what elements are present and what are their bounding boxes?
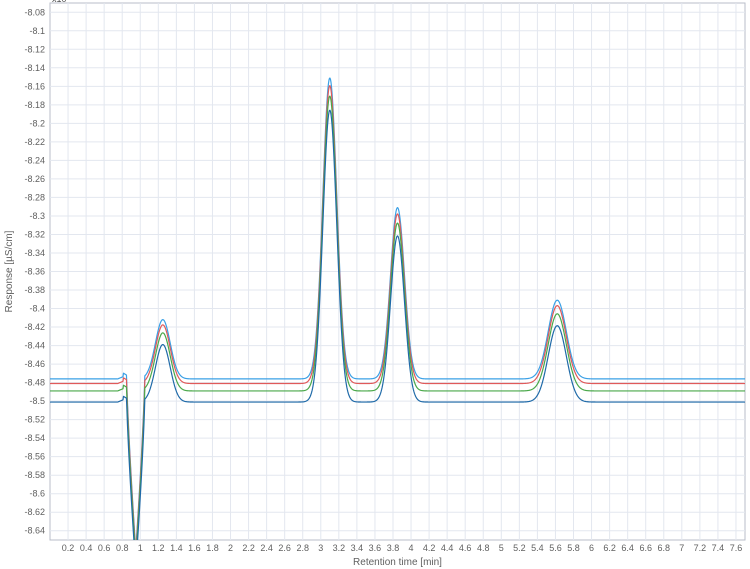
x-tick-label: 4.4 (441, 543, 454, 553)
x-tick-label: 1.2 (152, 543, 165, 553)
x-tick-label: 2.6 (278, 543, 291, 553)
y-tick-label: -8.28 (24, 192, 45, 202)
x-tick-label: 3.6 (369, 543, 382, 553)
y-tick-label: -8.42 (24, 322, 45, 332)
y-tick-label: -8.64 (24, 526, 45, 536)
y-tick-label: -8.52 (24, 415, 45, 425)
x-tick-label: 4.8 (477, 543, 490, 553)
y-tick-label: -8.14 (24, 63, 45, 73)
y-tick-label: -8.22 (24, 137, 45, 147)
y-tick-label: -8.26 (24, 174, 45, 184)
x-tick-label: 3 (318, 543, 323, 553)
x-tick-label: 2.8 (296, 543, 309, 553)
y-tick-label: -8.08 (24, 7, 45, 17)
x-tick-label: 2.2 (242, 543, 255, 553)
x-tick-label: 5.2 (513, 543, 526, 553)
x-tick-label: 3.8 (387, 543, 400, 553)
y-tick-label: -8.32 (24, 229, 45, 239)
x-tick-label: 2.4 (260, 543, 273, 553)
y-tick-label: -8.24 (24, 155, 45, 165)
x-tick-label: 1.6 (188, 543, 201, 553)
y-tick-label: -8.5 (29, 396, 45, 406)
x-tick-label: 2 (228, 543, 233, 553)
x-axis-label: Retention time [min] (353, 557, 442, 568)
y-tick-label: -8.16 (24, 81, 45, 91)
y-tick-label: -8.36 (24, 267, 45, 277)
y-grid: -8.64 -8.62 -8.6 -8.58 -8.56 -8.54 -8.52 -8.5 -8… (24, 7, 745, 535)
x-tick-label: 6.4 (621, 543, 634, 553)
x-tick-label: 1.8 (206, 543, 219, 553)
x-tick-label: 4.6 (459, 543, 472, 553)
y-tick-label: -8.18 (24, 100, 45, 110)
y-tick-label: -8.46 (24, 359, 45, 369)
x-tick-label: 7.6 (730, 543, 743, 553)
x-tick-label: 6.6 (639, 543, 652, 553)
x-tick-label: 0.4 (80, 543, 93, 553)
x-tick-label: 7 (679, 543, 684, 553)
y-tick-label: -8.1 (29, 26, 45, 36)
x-tick-label: 7.4 (712, 543, 725, 553)
x-tick-label: 5.8 (567, 543, 580, 553)
y-tick-label: -8.12 (24, 44, 45, 54)
x-tick-label: 7.2 (694, 543, 707, 553)
x-tick-label: 4 (409, 543, 414, 553)
y-tick-label: -8.3 (29, 211, 45, 221)
x-tick-label: 1.4 (170, 543, 183, 553)
y-tick-label: -8.48 (24, 378, 45, 388)
x-tick-label: 5.6 (549, 543, 562, 553)
x-tick-label: 0.6 (98, 543, 111, 553)
scale-label: x10 (52, 0, 67, 4)
x-tick-label: 0.2 (62, 543, 75, 553)
y-tick-label: -8.62 (24, 507, 45, 517)
y-axis-label: Response [µS/cm] (4, 230, 15, 312)
x-tick-label: 0.8 (116, 543, 129, 553)
y-tick-label: -8.4 (29, 304, 45, 314)
y-tick-label: -8.38 (24, 285, 45, 295)
y-tick-label: -8.6 (29, 489, 45, 499)
x-tick-label: 3.2 (333, 543, 346, 553)
chromatogram-chart: 0.20.40.60.811.21.41.61.822.22.42.62.833… (0, 0, 750, 569)
x-tick-label: 6.8 (658, 543, 671, 553)
x-tick-label: 4.2 (423, 543, 436, 553)
y-tick-label: -8.56 (24, 452, 45, 462)
y-tick-label: -8.34 (24, 248, 45, 258)
x-tick-label: 5.4 (531, 543, 544, 553)
y-tick-label: -8.54 (24, 433, 45, 443)
y-tick-label: -8.2 (29, 118, 45, 128)
y-tick-label: -8.58 (24, 470, 45, 480)
x-tick-label: 6.2 (603, 543, 616, 553)
x-tick-label: 3.4 (351, 543, 364, 553)
x-tick-label: 5 (499, 543, 504, 553)
y-tick-label: -8.44 (24, 341, 45, 351)
x-tick-label: 1 (138, 543, 143, 553)
chart-svg: 0.20.40.60.811.21.41.61.822.22.42.62.833… (0, 0, 750, 569)
x-tick-label: 6 (589, 543, 594, 553)
